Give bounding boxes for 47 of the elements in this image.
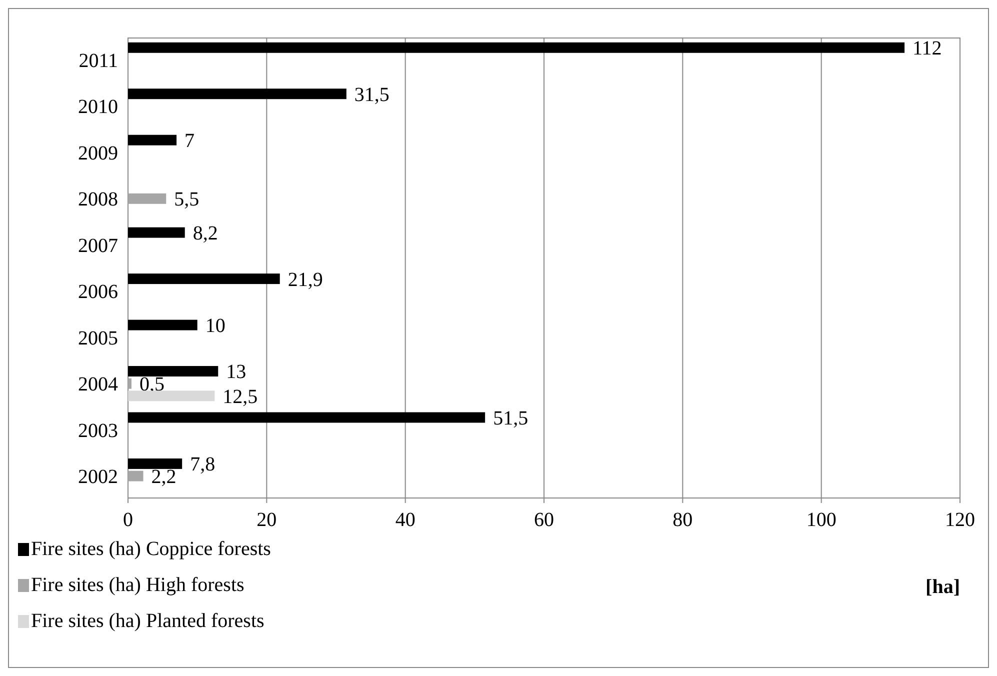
x-tick-label: 20 (256, 509, 277, 531)
y-tick-label: 2010 (78, 96, 118, 118)
bar (128, 412, 486, 423)
data-label: 2,2 (151, 466, 176, 488)
bar (128, 458, 182, 469)
data-label: 12,5 (222, 386, 258, 408)
data-label: 0,5 (139, 374, 164, 396)
data-label: 13 (226, 361, 246, 384)
bar (128, 320, 198, 330)
data-label: 7,8 (190, 454, 216, 476)
x-tick-label: 120 (945, 509, 975, 531)
bar (128, 390, 215, 402)
data-label: 5,5 (174, 188, 200, 211)
x-tick-label: 60 (534, 509, 554, 531)
y-tick-label: 2002 (78, 466, 118, 488)
x-tick-label: 80 (672, 509, 693, 531)
data-label: 31,5 (354, 84, 390, 106)
x-tick-label: 40 (395, 509, 416, 531)
data-label: 51,5 (493, 407, 528, 430)
y-tick-label: 2008 (78, 188, 118, 211)
y-tick-label: 2006 (78, 281, 118, 304)
y-tick-label: 2005 (78, 327, 118, 350)
y-tick-label: 2003 (78, 420, 118, 442)
data-label: 10 (205, 315, 226, 338)
bar (128, 274, 280, 284)
legend-label: Fire sites (ha) Coppice forests (31, 538, 272, 560)
data-label: 8,2 (192, 222, 218, 245)
data-label: 21,9 (288, 268, 323, 291)
y-tick-label: 2011 (78, 50, 118, 72)
data-label: 7 (184, 130, 195, 152)
x-axis-title: [ha] (926, 576, 960, 598)
bar (128, 193, 166, 204)
legend-label: Fire sites (ha) High forests (31, 574, 245, 596)
bar (128, 88, 346, 100)
data-label: 112 (912, 38, 942, 60)
bar (128, 378, 132, 389)
x-tick-label: 100 (806, 509, 836, 531)
y-tick-label: 2004 (78, 374, 118, 396)
y-tick-label: 2007 (78, 234, 118, 257)
legend-label: Fire sites (ha) Planted forests (31, 610, 264, 632)
bar (128, 227, 185, 238)
bar (128, 366, 218, 376)
bar (128, 470, 144, 482)
y-tick-label: 2009 (78, 142, 118, 164)
bar (128, 134, 177, 146)
x-tick-label: 0 (123, 509, 133, 531)
bar (128, 42, 905, 53)
